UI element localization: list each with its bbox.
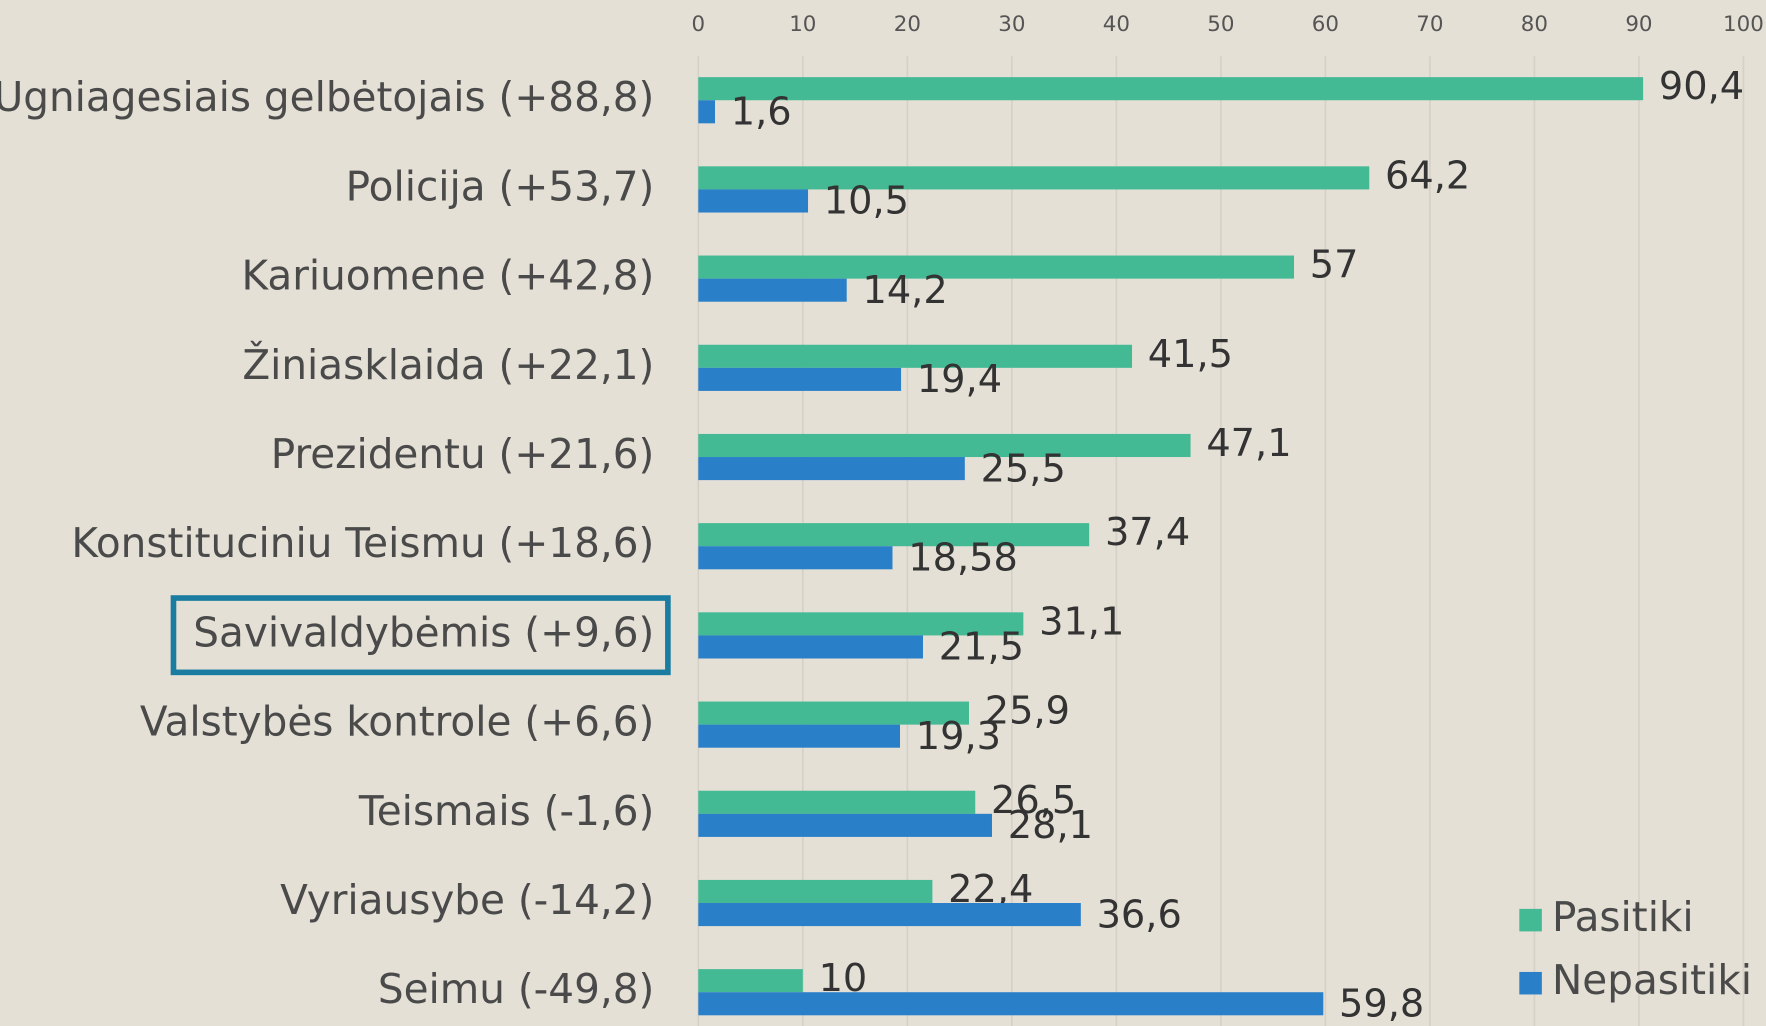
legend-swatch — [1519, 971, 1542, 995]
data-label: 64,2 — [1385, 153, 1470, 198]
bar — [698, 903, 1081, 927]
bar — [698, 433, 1191, 458]
bar — [698, 546, 893, 570]
x-tick-label: 70 — [1416, 12, 1443, 37]
data-label: 41,5 — [1148, 332, 1233, 377]
data-label: 14,2 — [862, 268, 947, 313]
bar — [698, 189, 809, 213]
x-tick-label: 0 — [691, 12, 705, 37]
x-tick-label: 50 — [1207, 12, 1234, 37]
bar — [698, 635, 924, 659]
category-label: Žiniasklaida (+22,1) — [242, 341, 654, 389]
bar — [698, 724, 901, 748]
data-label: 19,4 — [917, 357, 1002, 402]
category-label: Valstybės kontrole (+6,6) — [140, 698, 654, 746]
data-label: 25,5 — [981, 446, 1066, 491]
bar — [698, 790, 976, 814]
data-label: 57 — [1310, 243, 1359, 288]
x-tick-label: 30 — [998, 12, 1025, 37]
category-label: Kariuomene (+42,8) — [241, 252, 654, 300]
x-tick-label: 40 — [1103, 12, 1130, 37]
data-label: 47,1 — [1206, 421, 1291, 466]
bar — [698, 367, 902, 391]
category-label: Konstituciniu Teismu (+18,6) — [71, 519, 654, 567]
data-label: 36,6 — [1097, 892, 1182, 937]
bar — [698, 100, 716, 124]
category-label: Teismais (-1,6) — [358, 787, 654, 835]
data-label: 25,9 — [985, 689, 1070, 734]
data-label: 37,4 — [1105, 510, 1190, 555]
bar — [698, 77, 1644, 101]
data-label: 1,6 — [731, 90, 792, 135]
legend-label: Pasitiki — [1552, 893, 1694, 941]
x-tick-label: 90 — [1625, 12, 1652, 37]
data-label: 10,5 — [824, 179, 909, 224]
category-label: Seimu (-49,8) — [378, 965, 654, 1013]
bar — [698, 813, 992, 837]
legend-swatch — [1519, 908, 1542, 932]
x-tick-label: 80 — [1521, 12, 1548, 37]
bar — [698, 457, 965, 481]
bar — [698, 344, 1133, 368]
category-label: Prezidentu (+21,6) — [271, 430, 655, 478]
data-label: 19,3 — [916, 714, 1001, 759]
data-label: 31,1 — [1039, 599, 1124, 644]
x-tick-label: 10 — [789, 12, 816, 37]
data-label: 59,8 — [1339, 982, 1424, 1026]
bar — [698, 701, 969, 725]
data-label: 90,4 — [1659, 64, 1744, 109]
category-label: Policija (+53,7) — [346, 162, 655, 210]
x-tick-label: 100 — [1723, 12, 1764, 37]
x-tick-label: 20 — [894, 12, 921, 37]
bar — [698, 166, 1370, 190]
category-label: Savivaldybėmis (+9,6) — [193, 608, 654, 656]
bar — [698, 969, 803, 993]
data-label: 21,5 — [939, 625, 1024, 670]
data-label: 18,58 — [908, 536, 1018, 581]
data-label: 26,5 — [991, 778, 1076, 823]
x-tick-label: 60 — [1312, 12, 1339, 37]
highlight-box — [170, 595, 671, 676]
category-label: Vyriausybe (-14,2) — [280, 876, 654, 924]
bar — [698, 255, 1295, 279]
bar — [698, 278, 847, 302]
category-label: Ugniagesiais gelbėtojais (+88,8) — [0, 73, 654, 121]
bar — [698, 612, 1024, 636]
bar — [698, 992, 1324, 1016]
bar — [698, 523, 1090, 547]
data-label: 28,1 — [1008, 803, 1093, 848]
bar — [698, 879, 933, 904]
legend-label: Nepasitiki — [1552, 956, 1752, 1004]
